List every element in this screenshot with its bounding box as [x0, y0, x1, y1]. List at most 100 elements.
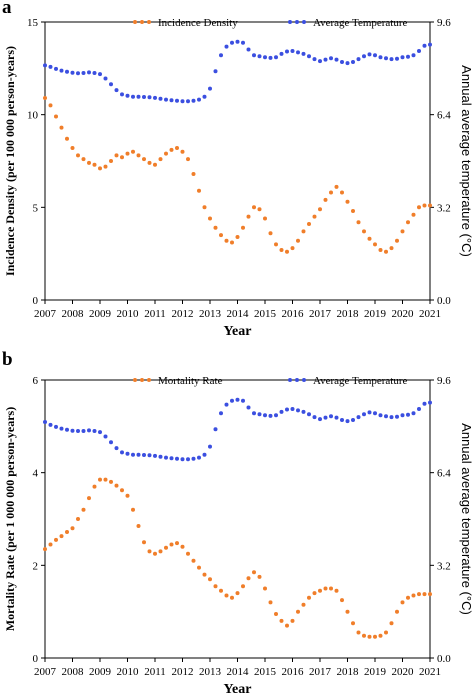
data-point	[87, 428, 91, 433]
data-point	[87, 70, 91, 75]
data-point	[384, 630, 388, 635]
data-point	[136, 452, 141, 457]
legend-item: Average Temperature	[288, 17, 408, 29]
data-point	[318, 417, 322, 422]
data-point	[109, 479, 113, 484]
data-point	[378, 55, 383, 60]
data-point	[384, 414, 388, 419]
data-point	[92, 162, 97, 167]
y-tick-label: 2	[33, 560, 39, 572]
data-point	[175, 98, 179, 103]
data-point	[87, 496, 91, 501]
data-point	[417, 205, 421, 210]
data-point	[136, 524, 141, 528]
data-point	[345, 419, 350, 424]
data-point	[323, 415, 328, 420]
data-point	[411, 411, 416, 416]
data-point	[296, 238, 300, 243]
data-point	[268, 600, 273, 605]
data-point	[125, 451, 130, 456]
data-point	[428, 42, 432, 47]
data-point	[153, 551, 157, 556]
data-point	[213, 427, 218, 432]
y2-tick-label: 0.0	[437, 653, 451, 665]
data-point	[142, 453, 146, 457]
x-tick-label: 2018	[337, 308, 360, 320]
data-point	[81, 71, 86, 75]
data-point	[186, 457, 190, 462]
data-point	[345, 61, 350, 66]
data-point	[103, 477, 108, 482]
data-point	[92, 71, 97, 75]
legend-marker	[288, 378, 292, 382]
data-point	[230, 240, 234, 245]
data-point	[48, 64, 53, 69]
data-point	[389, 415, 394, 420]
data-point	[345, 199, 350, 204]
x-tick-label: 2011	[144, 308, 166, 320]
data-point	[114, 153, 119, 158]
data-point	[378, 633, 383, 638]
series-temperature	[43, 39, 432, 104]
x-tick-label: 2012	[172, 308, 194, 320]
data-point	[191, 98, 196, 103]
data-point	[378, 413, 383, 418]
data-point	[323, 197, 328, 202]
data-point	[285, 407, 289, 412]
data-point	[356, 630, 361, 635]
data-point	[59, 125, 64, 130]
panel-letter: a	[2, 0, 12, 18]
data-point	[389, 57, 394, 62]
legend-label: Average Temperature	[313, 17, 408, 29]
data-point	[131, 149, 135, 154]
data-point	[400, 229, 405, 234]
x-tick-label: 2010	[117, 308, 140, 320]
data-point	[103, 76, 108, 81]
data-point	[230, 595, 234, 600]
data-point	[114, 446, 119, 451]
y-tick-label: 4	[33, 468, 39, 480]
data-point	[406, 54, 410, 59]
data-point	[180, 457, 185, 462]
data-point	[142, 157, 146, 162]
data-point	[235, 39, 240, 44]
data-point	[406, 412, 410, 417]
data-point	[219, 411, 223, 416]
data-point	[373, 411, 377, 416]
data-point	[411, 212, 416, 217]
x-tick-label: 2018	[337, 666, 360, 678]
data-point	[345, 609, 350, 614]
data-point	[153, 95, 157, 100]
data-point	[70, 526, 75, 531]
data-point	[48, 542, 53, 547]
data-point	[76, 153, 80, 158]
data-point	[285, 249, 289, 254]
data-point	[219, 53, 223, 58]
y-tick-label: 5	[33, 202, 39, 214]
data-point	[252, 570, 256, 575]
data-point	[246, 576, 251, 581]
legend-marker	[288, 20, 292, 24]
data-point	[279, 248, 284, 252]
data-point	[246, 214, 251, 219]
x-tick-label: 2007	[34, 308, 57, 320]
data-point	[136, 94, 141, 99]
data-point	[103, 164, 108, 169]
data-point	[290, 49, 295, 53]
data-point	[417, 592, 421, 597]
data-point	[54, 114, 58, 119]
legend-marker	[295, 378, 299, 382]
legend-label: Incidence Density	[158, 17, 238, 29]
data-point	[180, 99, 185, 104]
data-point	[395, 56, 399, 61]
data-point	[197, 97, 201, 102]
data-point	[164, 151, 168, 156]
x-tick-label: 2020	[392, 308, 415, 320]
data-point	[422, 592, 427, 597]
data-point	[169, 98, 174, 103]
data-point	[98, 477, 102, 482]
data-point	[263, 586, 267, 591]
data-point	[120, 450, 124, 455]
data-point	[224, 593, 229, 598]
data-point	[395, 238, 399, 243]
